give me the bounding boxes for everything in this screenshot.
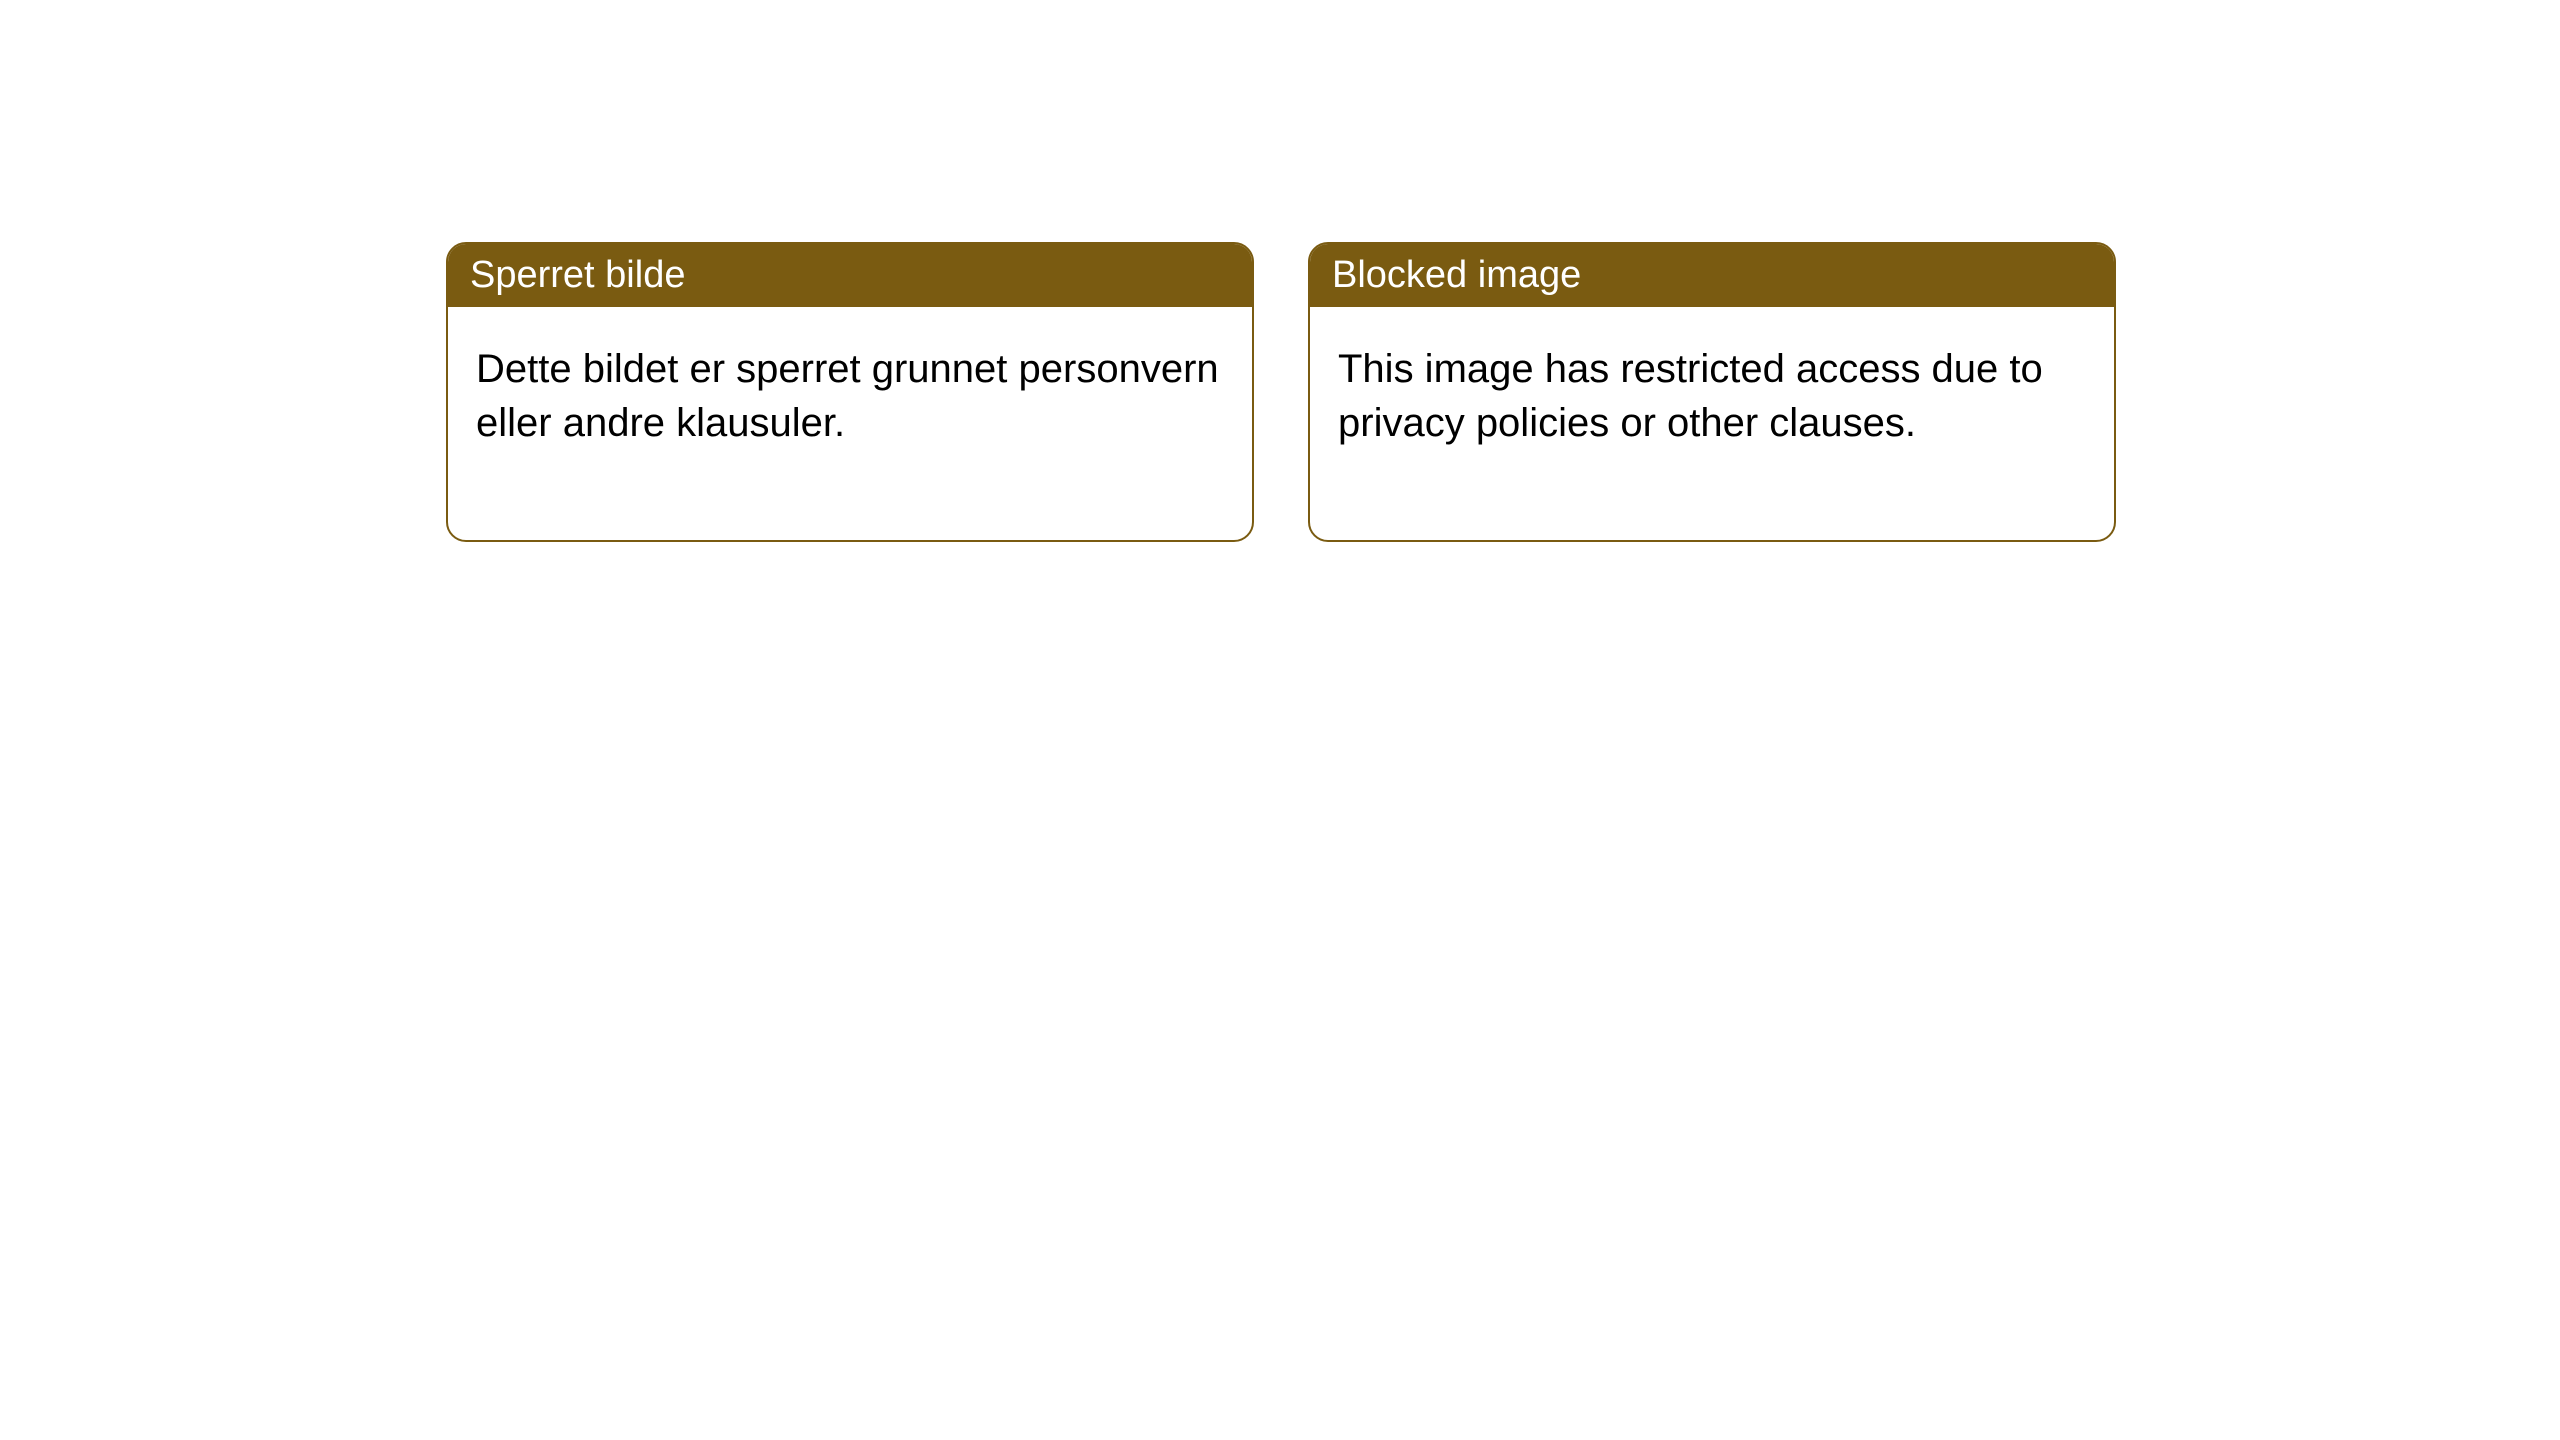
card-body-text: Dette bildet er sperret grunnet personve…	[448, 307, 1252, 540]
card-header: Sperret bilde	[448, 244, 1252, 307]
notice-card-norwegian: Sperret bilde Dette bildet er sperret gr…	[446, 242, 1254, 542]
card-header: Blocked image	[1310, 244, 2114, 307]
notice-card-english: Blocked image This image has restricted …	[1308, 242, 2116, 542]
notice-cards-container: Sperret bilde Dette bildet er sperret gr…	[446, 242, 2116, 542]
card-body-text: This image has restricted access due to …	[1310, 307, 2114, 540]
